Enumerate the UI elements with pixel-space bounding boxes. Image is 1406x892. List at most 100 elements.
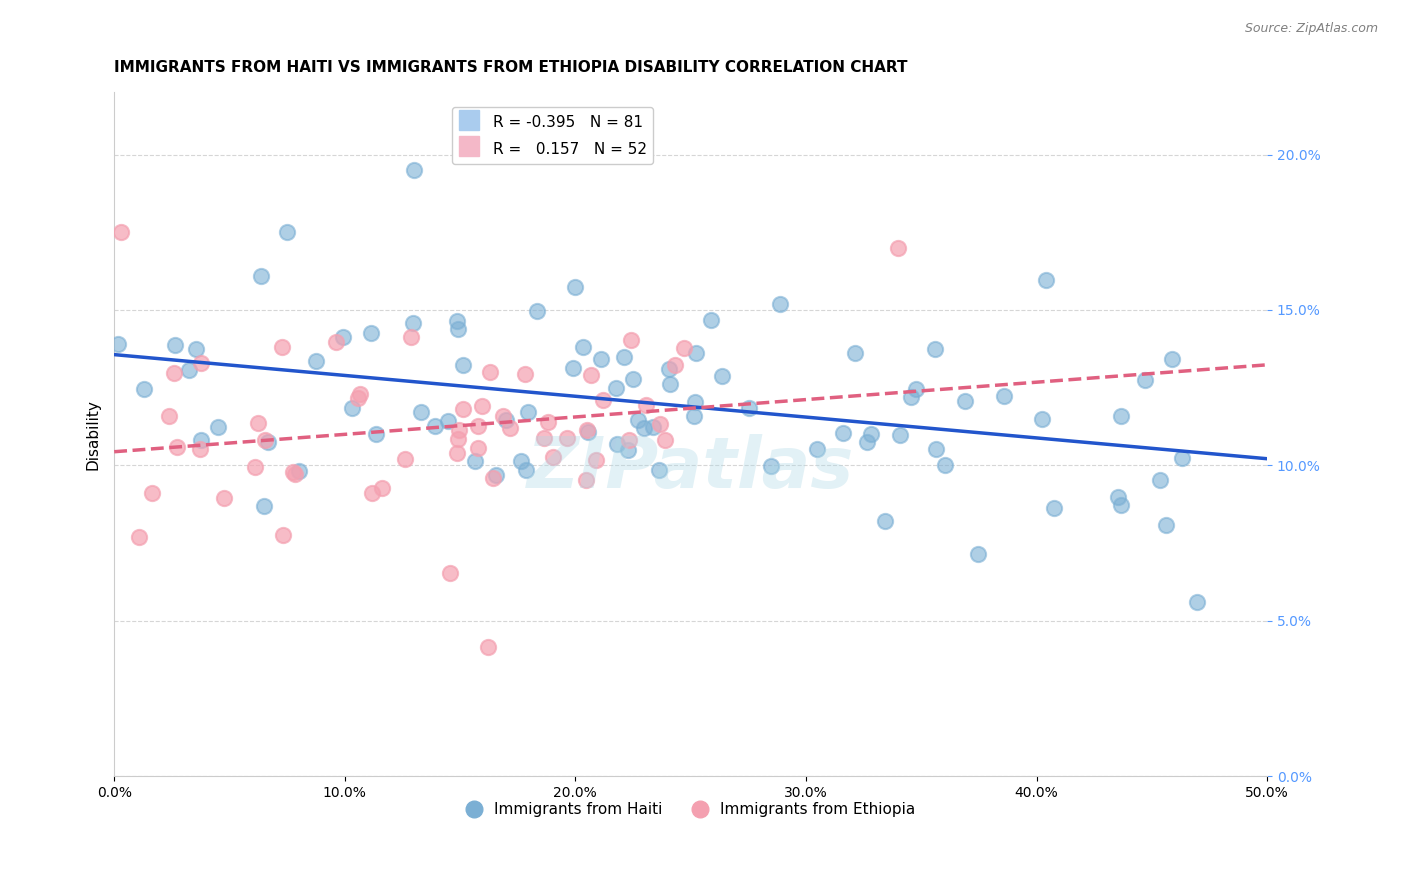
Immigrants from Ethiopia	[128, 530, 150, 544]
Immigrants from Haiti	[446, 314, 468, 328]
Immigrants from Haiti	[207, 419, 229, 434]
Immigrants from Ethiopia	[284, 467, 307, 481]
Immigrants from Haiti	[179, 363, 201, 377]
Immigrants from Haiti	[904, 382, 927, 396]
Immigrants from Ethiopia	[190, 356, 212, 370]
Immigrants from Haiti	[1035, 273, 1057, 287]
Immigrants from Ethiopia	[246, 417, 269, 431]
Text: IMMIGRANTS FROM HAITI VS IMMIGRANTS FROM ETHIOPIA DISABILITY CORRELATION CHART: IMMIGRANTS FROM HAITI VS IMMIGRANTS FROM…	[114, 60, 908, 75]
Immigrants from Haiti	[875, 514, 897, 528]
Immigrants from Haiti	[184, 343, 207, 357]
Immigrants from Haiti	[437, 414, 460, 428]
Immigrants from Haiti	[844, 346, 866, 360]
Immigrants from Ethiopia	[648, 417, 671, 432]
Immigrants from Haiti	[955, 394, 977, 409]
Immigrants from Haiti	[738, 401, 761, 416]
Immigrants from Haiti	[509, 453, 531, 467]
Immigrants from Haiti	[831, 426, 853, 441]
Immigrants from Haiti	[561, 360, 583, 375]
Legend: Immigrants from Haiti, Immigrants from Ethiopia: Immigrants from Haiti, Immigrants from E…	[460, 796, 921, 823]
Immigrants from Ethiopia	[467, 441, 489, 455]
Immigrants from Haiti	[423, 419, 446, 434]
Immigrants from Haiti	[366, 426, 388, 441]
Immigrants from Ethiopia	[157, 409, 180, 424]
Immigrants from Haiti	[627, 412, 650, 426]
Immigrants from Haiti	[647, 463, 669, 477]
Immigrants from Ethiopia	[162, 366, 184, 380]
Immigrants from Haiti	[252, 500, 274, 514]
Immigrants from Haiti	[250, 269, 273, 284]
Immigrants from Ethiopia	[620, 333, 643, 347]
Immigrants from Haiti	[495, 413, 517, 427]
Text: Source: ZipAtlas.com: Source: ZipAtlas.com	[1244, 22, 1378, 36]
Immigrants from Haiti	[683, 409, 706, 423]
Immigrants from Haiti	[165, 338, 187, 352]
Text: ZIPatlas: ZIPatlas	[527, 434, 855, 503]
Immigrants from Ethiopia	[515, 368, 537, 382]
Immigrants from Ethiopia	[585, 453, 607, 467]
Immigrants from Haiti	[107, 336, 129, 351]
Immigrants from Ethiopia	[664, 358, 686, 372]
Immigrants from Haiti	[402, 316, 425, 330]
Immigrants from Haiti	[572, 340, 595, 354]
Immigrants from Haiti	[564, 280, 586, 294]
Immigrants from Haiti	[516, 405, 538, 419]
Immigrants from Ethiopia	[394, 452, 416, 467]
Immigrants from Ethiopia	[141, 485, 163, 500]
Immigrants from Haiti	[1160, 351, 1182, 366]
Immigrants from Haiti	[411, 405, 433, 419]
Immigrants from Haiti	[1109, 409, 1132, 423]
Immigrants from Ethiopia	[439, 566, 461, 580]
Immigrants from Ethiopia	[491, 409, 513, 424]
Immigrants from Haiti	[515, 463, 537, 477]
Immigrants from Ethiopia	[325, 334, 347, 349]
Immigrants from Haiti	[446, 322, 468, 336]
Immigrants from Ethiopia	[447, 424, 470, 438]
Immigrants from Haiti	[605, 381, 627, 395]
Immigrants from Haiti	[1031, 412, 1053, 426]
Immigrants from Haiti	[576, 425, 599, 439]
Immigrants from Haiti	[889, 428, 911, 442]
Immigrants from Ethiopia	[575, 423, 598, 437]
Immigrants from Ethiopia	[537, 415, 560, 429]
Immigrants from Ethiopia	[399, 329, 422, 343]
Immigrants from Haiti	[190, 433, 212, 447]
Immigrants from Ethiopia	[478, 365, 501, 379]
Immigrants from Haiti	[1109, 498, 1132, 512]
Immigrants from Ethiopia	[166, 440, 188, 454]
Immigrants from Haiti	[685, 346, 707, 360]
Immigrants from Ethiopia	[636, 398, 658, 412]
Immigrants from Haiti	[934, 458, 956, 473]
Immigrants from Ethiopia	[253, 433, 276, 447]
Immigrants from Haiti	[1149, 473, 1171, 487]
Immigrants from Haiti	[606, 436, 628, 450]
Immigrants from Ethiopia	[371, 481, 394, 495]
Immigrants from Haiti	[621, 372, 644, 386]
Immigrants from Haiti	[683, 395, 706, 409]
Immigrants from Ethiopia	[446, 446, 468, 460]
Immigrants from Ethiopia	[592, 392, 614, 407]
Immigrants from Ethiopia	[360, 486, 382, 500]
Immigrants from Ethiopia	[673, 341, 696, 355]
Immigrants from Ethiopia	[281, 465, 304, 479]
Immigrants from Haiti	[759, 458, 782, 473]
Immigrants from Haiti	[859, 427, 882, 442]
Immigrants from Haiti	[711, 368, 734, 383]
Immigrants from Ethiopia	[654, 433, 676, 447]
Immigrants from Ethiopia	[188, 442, 211, 457]
Immigrants from Haiti	[1042, 500, 1064, 515]
Immigrants from Ethiopia	[447, 432, 470, 446]
Immigrants from Haiti	[526, 303, 548, 318]
Immigrants from Haiti	[769, 296, 792, 310]
Immigrants from Ethiopia	[543, 450, 565, 465]
Immigrants from Haiti	[276, 225, 298, 239]
Immigrants from Ethiopia	[467, 418, 489, 433]
Immigrants from Ethiopia	[574, 473, 596, 487]
Immigrants from Ethiopia	[110, 225, 132, 239]
Immigrants from Ethiopia	[347, 391, 370, 405]
Immigrants from Haiti	[617, 443, 640, 458]
Immigrants from Haiti	[256, 435, 278, 450]
Immigrants from Haiti	[633, 421, 655, 435]
Immigrants from Haiti	[1133, 373, 1156, 387]
Immigrants from Haiti	[1154, 517, 1177, 532]
